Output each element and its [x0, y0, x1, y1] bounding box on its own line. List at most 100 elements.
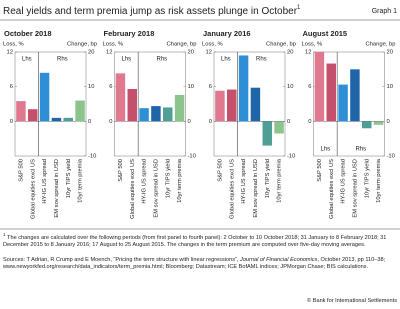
- y2-tick-label: 10: [287, 84, 293, 90]
- bar: [16, 101, 26, 122]
- x-tick-label: Global equities excl US: [130, 159, 136, 219]
- footnote: 1 The changes are calculated over the fo…: [3, 231, 397, 249]
- bar: [51, 117, 62, 122]
- y-tick-label: 12: [7, 50, 13, 56]
- x-tick-label: 10yr TIPS yield: [66, 159, 72, 198]
- y-axis-label: Loss, %: [3, 42, 24, 48]
- y2-axis-label: Change, bp: [266, 42, 296, 48]
- y2-tick-label: -10: [188, 154, 196, 160]
- bar: [227, 89, 237, 122]
- bar: [174, 94, 185, 122]
- x-tick-label: Global equities excl US: [229, 159, 235, 219]
- y2-tick-label: 10: [188, 84, 194, 90]
- title: Real yields and term premia jump as risk…: [3, 5, 301, 17]
- y2-axis-label: Change, bp: [67, 42, 97, 48]
- x-tick-label: 10yr TIPS yield: [364, 159, 370, 198]
- bar: [28, 109, 38, 122]
- panel-title: February 2018: [104, 29, 155, 38]
- x-tick-label: HY-IG US spread: [142, 159, 148, 204]
- title-note: 1: [297, 5, 301, 11]
- bar: [75, 100, 85, 122]
- bar: [127, 88, 137, 122]
- bar: [362, 121, 372, 129]
- bar: [373, 121, 384, 125]
- footnote-mark: 1: [3, 232, 6, 237]
- plot-frame: [313, 51, 385, 157]
- x-tick-label: 10yr term premia: [376, 158, 382, 203]
- x-tick-label: S&P 500: [118, 159, 124, 182]
- y-axis-label: Loss, %: [103, 42, 124, 48]
- graph-label: Graph 1: [372, 8, 397, 15]
- bar: [238, 55, 249, 122]
- y-tick-label: 0: [109, 119, 112, 125]
- x-tick-label: 10yr term premia: [78, 158, 84, 203]
- y2-axis-label: Change, bp: [366, 42, 396, 48]
- bar: [250, 87, 261, 122]
- series-label: Lhs: [22, 57, 32, 63]
- panel-title: October 2018: [4, 29, 52, 38]
- bar: [314, 52, 325, 122]
- y-axis-label: Loss, %: [302, 42, 323, 48]
- y2-tick-label: 10: [387, 84, 393, 90]
- copyright: © Bank for International Settlements: [307, 298, 397, 304]
- series-label: Rhs: [57, 57, 68, 63]
- plot-frame: [213, 51, 286, 157]
- series-label: Rhs: [256, 57, 267, 63]
- bar: [115, 73, 126, 122]
- x-tick-label: S&P 500: [18, 159, 24, 182]
- bar: [326, 63, 336, 122]
- sources: Sources: T Adrian, R Crump and E Moench,…: [3, 257, 397, 271]
- x-tick-label: EM sov spread in USD: [153, 159, 159, 218]
- bar: [274, 121, 284, 134]
- bar: [63, 117, 73, 122]
- y-tick-label: 0: [209, 119, 212, 125]
- y2-tick-label: 0: [188, 119, 191, 125]
- y2-tick-label: -10: [88, 154, 96, 160]
- bar: [215, 90, 225, 122]
- x-tick-label: 10yr TIPS yield: [265, 159, 271, 198]
- x-tick-label: Global equities excl US: [30, 159, 36, 219]
- y2-tick-label: 0: [287, 119, 290, 125]
- footnote-text: The changes are calculated over the foll…: [3, 234, 387, 248]
- y-tick-label: 6: [10, 84, 13, 90]
- y2-tick-label: -10: [387, 154, 395, 160]
- plot-frame: [14, 51, 87, 157]
- y2-tick-label: 20: [387, 50, 393, 56]
- x-tick-label: 10yr TIPS yield: [165, 159, 171, 198]
- bar: [338, 84, 348, 122]
- x-tick-label: Global equities excl US: [329, 159, 335, 219]
- y-tick-label: 12: [106, 50, 112, 56]
- bar: [151, 106, 161, 122]
- bar: [39, 72, 50, 122]
- y2-tick-label: 20: [287, 50, 293, 56]
- series-label: Lhs: [121, 57, 131, 63]
- bar: [350, 69, 360, 122]
- y2-tick-label: 10: [88, 84, 94, 90]
- bar: [262, 121, 272, 146]
- x-tick-label: EM sov spread in USD: [253, 159, 259, 218]
- bar: [139, 108, 149, 122]
- y-tick-label: 6: [308, 84, 311, 90]
- y-tick-label: 6: [109, 84, 112, 90]
- x-tick-label: 10yr term premia: [177, 158, 183, 203]
- y-axis-label: Loss, %: [202, 42, 223, 48]
- sources-text: , October 2013, pp 110–38; www.newyorkfe…: [3, 257, 386, 270]
- y2-tick-label: 20: [88, 50, 94, 56]
- y-tick-label: 0: [308, 119, 311, 125]
- sources-journal: Journal of Financial Economics: [240, 257, 318, 263]
- plot-frame: [114, 51, 186, 157]
- y-tick-label: 6: [209, 84, 212, 90]
- series-label: Lhs: [320, 147, 330, 153]
- panel-title: August 2015: [303, 29, 348, 38]
- y-tick-label: 0: [10, 119, 13, 125]
- x-tick-label: HY-IG US spread: [241, 159, 247, 204]
- x-tick-label: S&P 500: [317, 159, 323, 182]
- x-tick-label: EM sov spread in USD: [54, 159, 60, 218]
- y2-tick-label: 0: [88, 119, 91, 125]
- bar: [163, 107, 173, 122]
- series-label: Rhs: [156, 57, 167, 63]
- x-tick-label: S&P 500: [217, 159, 223, 182]
- y2-tick-label: 0: [387, 119, 390, 125]
